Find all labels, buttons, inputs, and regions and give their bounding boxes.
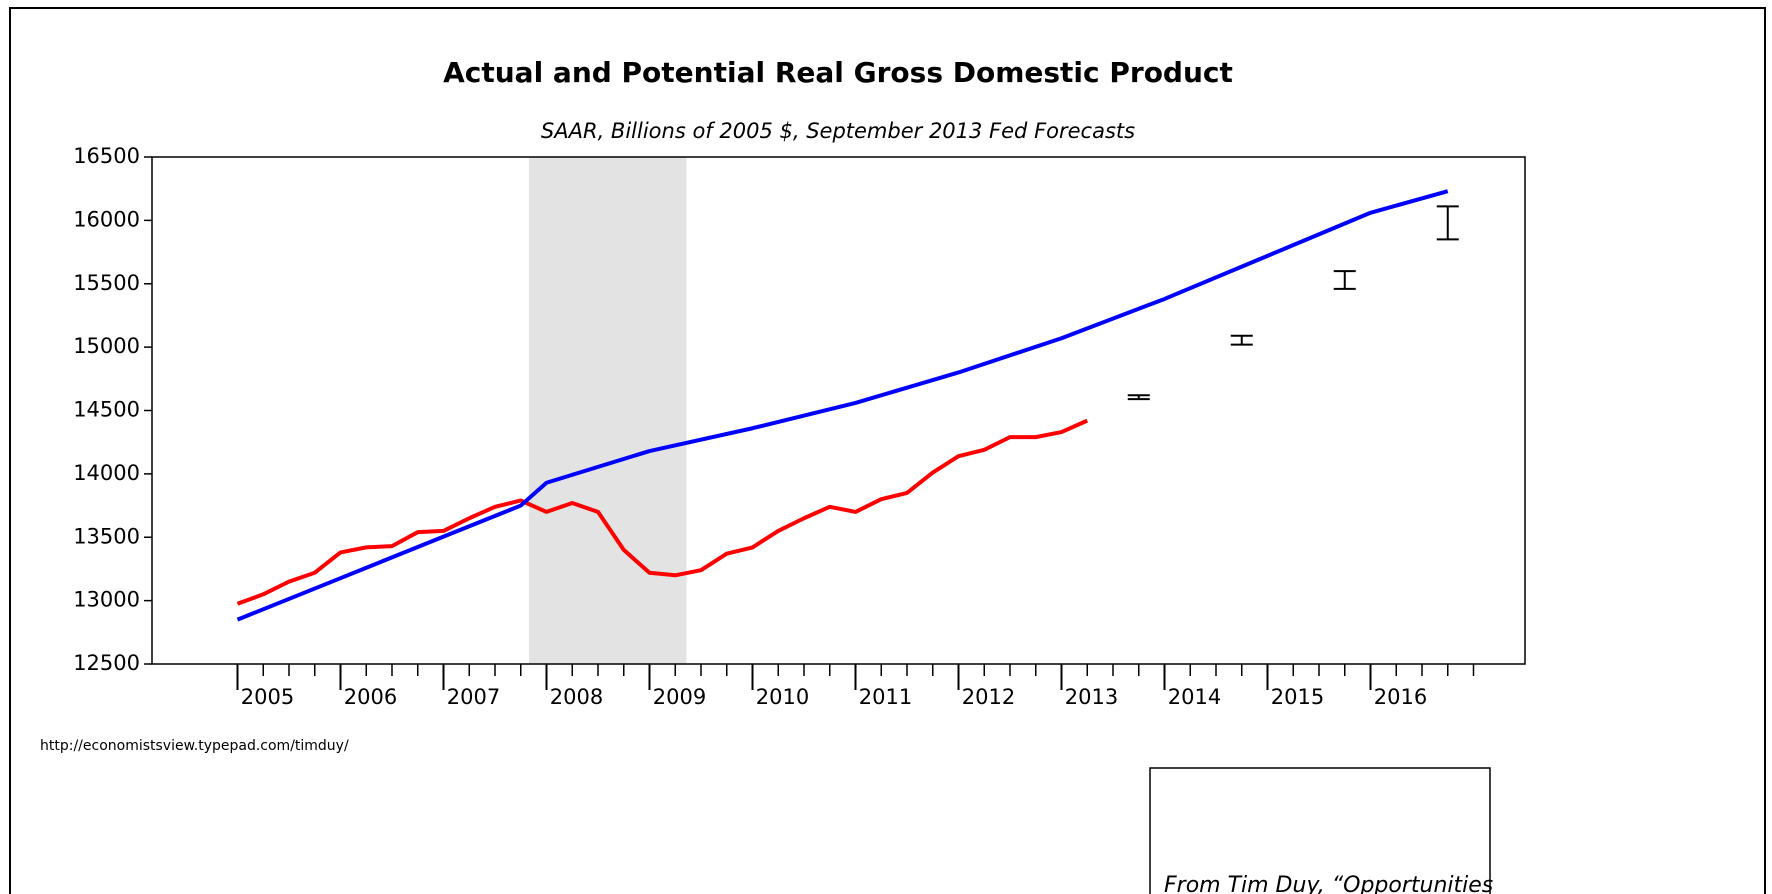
x-tick-label: 2014 <box>1168 685 1221 709</box>
y-tick-label: 15000 <box>73 334 140 358</box>
frame <box>9 7 1766 894</box>
x-tick-label: 2009 <box>653 685 706 709</box>
chart-subtitle: SAAR, Billions of 2005 $, September 2013… <box>541 119 1135 143</box>
series-line <box>236 189 1449 622</box>
x-tick-label: 2015 <box>1271 685 1324 709</box>
x-tick-label: 2005 <box>241 685 294 709</box>
x-tick-label: 2012 <box>962 685 1015 709</box>
x-tick-label: 2013 <box>1065 685 1118 709</box>
y-tick-label: 16500 <box>73 144 140 168</box>
series-line <box>236 418 1089 606</box>
y-tick-label: 13500 <box>73 524 140 548</box>
x-tick-label: 2010 <box>756 685 809 709</box>
y-tick-label: 14500 <box>73 398 140 422</box>
x-tick-label: 2007 <box>447 685 500 709</box>
x-tick-label: 2011 <box>859 685 912 709</box>
note: From Tim Duy, “Opportunities <box>1164 873 1493 894</box>
x-tick-label: 2016 <box>1374 685 1427 709</box>
y-tick-label: 15500 <box>73 271 140 295</box>
x-tick-label: 2008 <box>550 685 603 709</box>
recession-shade <box>528 157 687 664</box>
y-tick-label: 16000 <box>73 207 140 231</box>
source: http://economistsview.typepad.com/timduy… <box>40 738 349 754</box>
chart-title: Actual and Potential Real Gross Domestic… <box>443 56 1233 89</box>
x-tick-label: 2006 <box>344 685 397 709</box>
y-tick-label: 13000 <box>73 588 140 612</box>
y-tick-label: 12500 <box>73 651 140 675</box>
y-tick-label: 14000 <box>73 461 140 485</box>
note-box <box>1149 767 1491 894</box>
